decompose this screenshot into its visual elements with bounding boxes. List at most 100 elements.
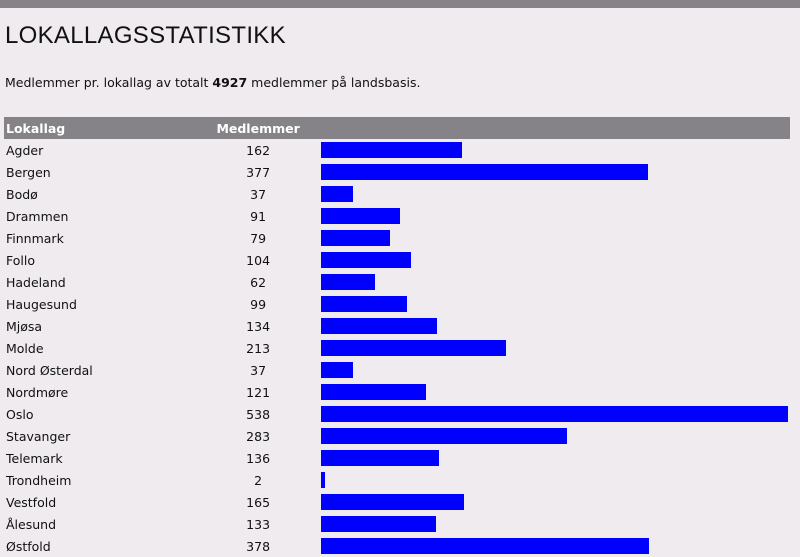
bar-cell (319, 403, 790, 425)
lokallag-name: Bergen (6, 164, 51, 180)
member-count: 104 (246, 252, 271, 268)
table-row: Haugesund 99 (4, 293, 790, 315)
member-count: 213 (246, 340, 271, 356)
stats-table: Lokallag Medlemmer Agder 162 Bergen 377 Bodø… (4, 117, 790, 557)
member-bar (321, 538, 649, 554)
table-row: Finnmark 79 (4, 227, 790, 249)
lokallag-name: Nordmøre (6, 384, 69, 400)
header-medlemmer: Medlemmer (197, 117, 319, 139)
table-row: Trondheim 2 (4, 469, 790, 491)
lokallag-name: Stavanger (6, 428, 71, 444)
member-count: 283 (246, 428, 271, 444)
table-row: Agder 162 (4, 139, 790, 161)
member-count: 99 (250, 296, 267, 312)
bar-cell (319, 315, 790, 337)
member-bar (321, 472, 325, 488)
member-count: 538 (246, 406, 271, 422)
bar-cell (319, 271, 790, 293)
bar-cell (319, 139, 790, 161)
table-row: Telemark 136 (4, 447, 790, 469)
member-bar (321, 428, 567, 444)
bar-cell (319, 337, 790, 359)
table-row: Østfold 378 (4, 535, 790, 557)
table-row: Stavanger 283 (4, 425, 790, 447)
lokallag-name: Hadeland (6, 274, 66, 290)
member-count: 134 (246, 318, 271, 334)
table-row: Nordmøre 121 (4, 381, 790, 403)
lokallag-name: Drammen (6, 208, 69, 224)
member-bar (321, 384, 426, 400)
member-bar (321, 362, 353, 378)
member-count: 37 (250, 362, 267, 378)
member-count: 37 (250, 186, 267, 202)
page-title: LOKALLAGSSTATISTIKK (5, 22, 286, 49)
bar-cell (319, 205, 790, 227)
table-row: Molde 213 (4, 337, 790, 359)
member-bar (321, 186, 353, 202)
member-bar (321, 230, 390, 246)
member-bar (321, 318, 437, 334)
member-count: 165 (246, 494, 271, 510)
bar-cell (319, 183, 790, 205)
member-bar (321, 340, 506, 356)
intro-text: Medlemmer pr. lokallag av totalt 4927 me… (5, 75, 420, 90)
table-row: Nord Østerdal 37 (4, 359, 790, 381)
table-row: Bodø 37 (4, 183, 790, 205)
member-bar (321, 252, 411, 268)
bar-cell (319, 161, 790, 183)
member-count: 377 (246, 164, 271, 180)
member-bar (321, 406, 788, 422)
table-row: Hadeland 62 (4, 271, 790, 293)
member-count: 2 (254, 472, 263, 488)
lokallag-name: Molde (6, 340, 44, 356)
lokallag-name: Bodø (6, 186, 38, 202)
lokallag-name: Mjøsa (6, 318, 43, 334)
member-bar (321, 274, 375, 290)
table-row: Bergen 377 (4, 161, 790, 183)
header-bar (319, 117, 790, 139)
member-bar (321, 208, 400, 224)
lokallag-name: Telemark (6, 450, 63, 466)
table-row: Ålesund 133 (4, 513, 790, 535)
member-count: 136 (246, 450, 271, 466)
member-bar (321, 494, 464, 510)
table-row: Drammen 91 (4, 205, 790, 227)
table-row: Oslo 538 (4, 403, 790, 425)
member-count: 133 (246, 516, 271, 532)
bar-cell (319, 491, 790, 513)
member-count: 162 (246, 142, 271, 158)
lokallag-name: Trondheim (6, 472, 72, 488)
table-row: Follo 104 (4, 249, 790, 271)
table-row: Mjøsa 134 (4, 315, 790, 337)
lokallag-name: Finnmark (6, 230, 64, 246)
member-bar (321, 296, 407, 312)
lokallag-name: Haugesund (6, 296, 77, 312)
lokallag-name: Oslo (6, 406, 34, 422)
lokallag-name: Follo (6, 252, 35, 268)
member-count: 79 (250, 230, 267, 246)
lokallag-name: Vestfold (6, 494, 57, 510)
member-bar (321, 450, 439, 466)
bar-cell (319, 227, 790, 249)
lokallag-name: Agder (6, 142, 44, 158)
member-bar (321, 164, 648, 180)
bar-cell (319, 425, 790, 447)
member-bar (321, 142, 462, 158)
bar-cell (319, 359, 790, 381)
total-members: 4927 (212, 75, 248, 90)
bar-cell (319, 293, 790, 315)
member-count: 121 (246, 384, 271, 400)
bar-cell (319, 447, 790, 469)
bar-cell (319, 513, 790, 535)
member-count: 62 (250, 274, 267, 290)
lokallag-name: Østfold (6, 538, 51, 554)
lokallag-name: Ålesund (6, 516, 57, 532)
header-lokallag: Lokallag (4, 117, 198, 139)
member-count: 91 (250, 208, 267, 224)
bar-cell (319, 469, 790, 491)
table-header: Lokallag Medlemmer (4, 117, 790, 139)
member-bar (321, 516, 436, 532)
bar-cell (319, 535, 790, 557)
member-count: 378 (246, 538, 271, 554)
bar-cell (319, 381, 790, 403)
